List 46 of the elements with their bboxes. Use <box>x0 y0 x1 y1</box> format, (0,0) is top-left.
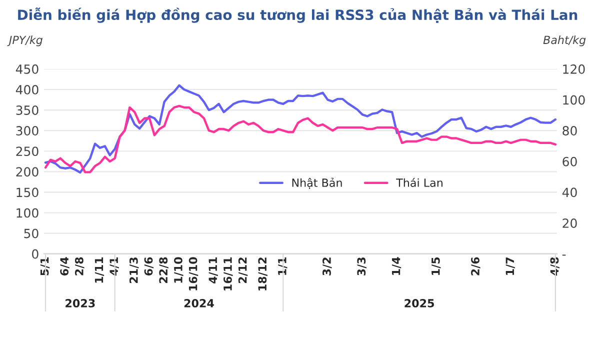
y-tick-label: 250 <box>16 146 38 156</box>
x-tick-label: 16/10 <box>188 257 198 290</box>
x-tick-label: 2/8 <box>74 257 84 276</box>
y2-tick-label: 60 <box>562 156 577 166</box>
y2-tick-label: 120 <box>563 64 585 74</box>
line-series <box>44 84 557 174</box>
x-tick-label: 1/11 <box>94 257 104 283</box>
x-tick-label: 1/4 <box>392 257 402 275</box>
y2-tick-label: 80 <box>562 126 577 136</box>
y-tick-label: 400 <box>16 84 38 94</box>
y-tick-label: 0 <box>32 249 38 259</box>
text: 2024 <box>184 299 214 308</box>
y2-tick-label: - <box>562 254 566 256</box>
x-tick-label: 4/11 <box>208 257 218 284</box>
x-tick-label: 1/5 <box>432 257 441 275</box>
x-tick-label: 22/8 <box>159 257 168 283</box>
x-tick-label: 3/3 <box>357 258 366 276</box>
y-tick-label: 450 <box>16 64 38 74</box>
legend-label: Nhật Bản <box>292 178 342 189</box>
legend-label: Thái Lan <box>396 178 442 187</box>
x-tick-label: 6/6 <box>144 257 154 276</box>
chart-title: Diễn biến giá Hợp đồng cao su tương lai RSS3 của Nhật Bản và Thái Lan <box>18 8 578 23</box>
y-tick-label: 150 <box>16 188 38 198</box>
text: 2025 <box>404 299 434 308</box>
text: 2023 <box>66 299 95 308</box>
x-tick-label: 2/12 <box>238 258 248 283</box>
y-tick-label: 300 <box>16 126 38 136</box>
line-series <box>44 104 557 174</box>
x-tick-label: 3/2 <box>322 258 332 276</box>
x-tick-label: 21/3 <box>129 258 139 283</box>
y2-tick-label: 100 <box>563 95 585 105</box>
y2-tick-label: 40 <box>562 188 577 198</box>
y2-tick-label: 20 <box>562 218 577 228</box>
y2-axis-title: Baht/kg <box>543 35 586 46</box>
y-tick-label: 350 <box>16 106 38 115</box>
x-tick-label: 16/11 <box>224 257 233 290</box>
x-tick-label: 18/12 <box>258 258 268 290</box>
y-axis-title: JPY/kg <box>7 35 42 46</box>
x-tick-label: 6/4 <box>60 257 70 276</box>
y-tick-label: 50 <box>24 228 38 238</box>
x-tick-label: 1/1 <box>278 257 288 275</box>
y-tick-label: 100 <box>16 208 38 218</box>
y-tick-label: 200 <box>16 167 38 177</box>
x-tick-label: 1/7 <box>506 258 515 275</box>
x-tick-label: 2/6 <box>471 257 480 276</box>
x-tick-label: 1/10 <box>174 257 184 283</box>
